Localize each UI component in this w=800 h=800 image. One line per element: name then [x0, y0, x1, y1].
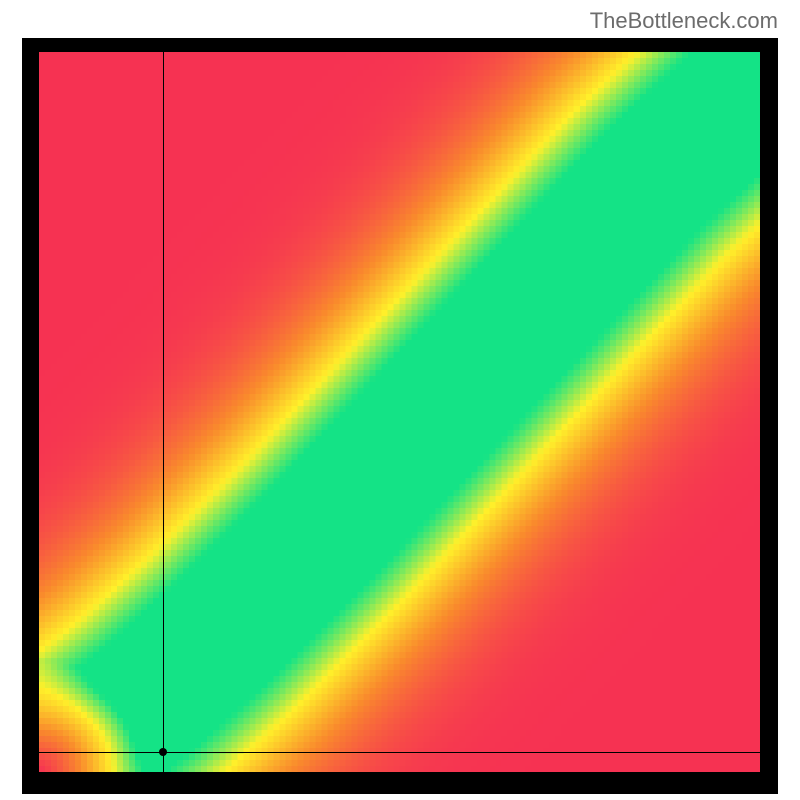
heatmap-canvas [39, 52, 760, 772]
crosshair-marker [159, 748, 167, 756]
crosshair-vertical [163, 52, 164, 772]
crosshair-horizontal [39, 752, 760, 753]
chart-frame [22, 38, 778, 794]
heatmap-plot [39, 52, 760, 772]
watermark-label: TheBottleneck.com [590, 8, 778, 34]
